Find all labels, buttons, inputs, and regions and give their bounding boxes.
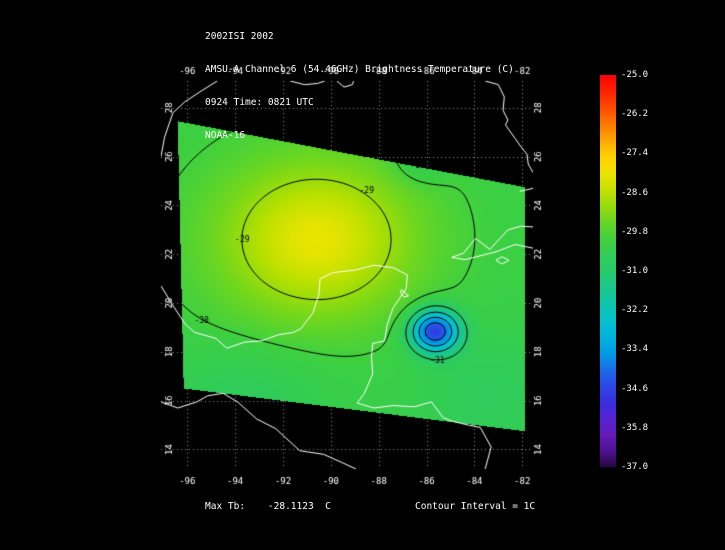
channel-title-label: AMSU-A Channel 6 (54.46GHz) Brightness T… — [205, 64, 514, 75]
colorbar-tick-label: -37.0 — [621, 462, 649, 472]
colorbar-tick-label: -31.0 — [621, 266, 649, 276]
colorbar-tick-label: -35.8 — [621, 422, 649, 433]
contour-interval-label: Contour Interval = 1C — [415, 501, 536, 512]
colorbar-tick-label: -28.6 — [621, 187, 649, 198]
colorbar-tick-label: -29.8 — [621, 226, 649, 237]
storm-id-label: 2002ISI 2002 — [205, 31, 274, 42]
colorbar-tick-label: -32.2 — [621, 305, 649, 316]
colorbar-tick-label: -25.0 — [621, 70, 649, 80]
max-tb-label: Max Tb: -28.1123 C — [205, 501, 331, 512]
satellite-label: NOAA-16 — [205, 130, 246, 141]
colorbar-tick-label: -33.4 — [621, 344, 649, 355]
colorbar-gradient — [600, 75, 616, 467]
plot-header: 2002ISI 2002 AMSU-A Channel 6 (54.46GHz)… — [205, 9, 514, 163]
colorbar-tick-label: -27.4 — [621, 148, 649, 159]
colorbar-tick-label: -34.6 — [621, 383, 649, 394]
time-label: 0924 Time: 0821 UTC — [205, 97, 314, 108]
colorbar-tick-label: -26.2 — [621, 109, 649, 120]
